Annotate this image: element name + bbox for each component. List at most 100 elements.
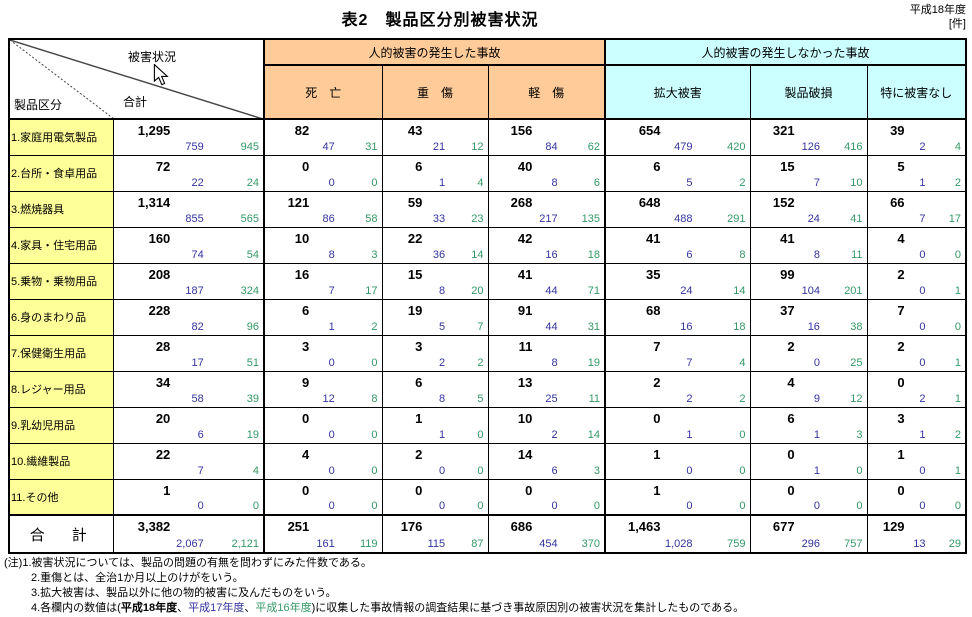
value-h16: 2 [477,356,484,369]
value-h17: 8 [551,176,558,189]
value-h16: 2 [954,428,961,441]
value-h16: 420 [727,140,746,153]
prior-year-values: 187 324 [114,285,259,298]
prior-year-values: 22 24 [114,176,259,190]
table-row: 11.その他 1 0 0 0 0 0 0 0 0 0 0 0 1 0 0 0 0 0 0 0 0 [8,478,967,516]
value-h18: 13 [517,374,533,390]
value-h16: 291 [727,212,746,225]
value-h18: 15 [407,266,423,282]
data-cell: 4 9 12 [749,370,868,408]
value-h16: 17 [365,284,378,297]
prior-year-values: 115 87 [383,538,484,551]
data-cell: 91 44 31 [487,298,606,336]
value-h17: 16 [545,248,558,261]
value-h17: 1,028 [664,538,693,550]
value-h18: 228 [148,302,171,318]
value-h18: 28 [155,338,171,354]
prior-year-values: 126 416 [751,141,863,154]
data-cell: 72 22 24 [112,154,265,192]
prior-year-values: 7 17 [266,284,378,298]
value-h17: 2 [919,392,926,405]
value-h17: 0 [197,500,204,512]
value-h17: 2 [919,140,926,153]
value-h17: 7 [686,356,693,369]
footnote-4-text: )に収集した事故情報の調査結果に基づき事故原因別の被害状況を集計したものである。 [311,602,745,614]
prior-year-values: 1,028 759 [607,538,746,551]
value-h17: 0 [686,464,693,477]
value-h18: 20 [155,410,171,426]
value-h17: 0 [551,500,558,512]
value-h18: 3 [897,410,905,426]
value-h17: 1 [686,428,693,441]
value-h16: 4 [252,464,259,477]
total-row: 合 計 3,382 2,067 2,121 251 161 119 176 115 87 686 45… [8,514,967,554]
data-cell: 41 8 11 [749,226,868,264]
value-h17: 36 [432,248,446,261]
prior-year-values: 104 201 [751,285,863,298]
value-h18: 41 [780,230,795,246]
value-h16: 12 [850,392,863,405]
value-h17: 1 [813,464,820,477]
row-label: 2.台所・食卓用品 [8,154,114,192]
damage-status-table: 被害状況 合計 製品区分 人的被害の発生した事故 人的被害の発生しなかった事故 … [8,38,967,554]
data-cell: 15 7 10 [749,154,868,192]
value-h16: 24 [246,176,259,189]
value-h18: 3,382 [137,519,171,534]
value-h18: 0 [897,482,905,498]
data-cell: 156 84 62 [487,118,606,156]
data-cell: 22 7 4 [112,442,265,480]
value-h17: 296 [801,538,820,550]
value-h16: 0 [739,428,746,441]
value-h18: 16 [294,266,310,282]
prior-year-values: 2,067 2,121 [114,538,259,551]
value-h16: 135 [581,212,600,225]
group-header-no-injury-accidents: 人的被害の発生しなかった事故 [604,38,967,66]
value-h17: 217 [539,212,558,225]
value-h17: 2 [551,428,558,441]
value-h16: 8 [739,248,746,261]
data-cell: 3,382 2,067 2,121 [112,514,265,554]
row-label: 11.その他 [8,478,114,516]
data-cell: 41 6 8 [604,226,751,264]
value-h17: 7 [197,464,204,477]
value-h18: 34 [155,374,171,390]
value-h17: 44 [545,320,558,333]
value-h16: 58 [365,212,378,225]
data-cell: 686 454 370 [487,514,606,554]
data-cell: 121 86 58 [263,190,383,228]
data-cell: 19 5 7 [381,298,489,336]
table-row: 1.家庭用電気製品 1,295 759 945 82 47 31 43 21 12 156 84 62 6… [8,118,967,156]
value-h17: 44 [545,284,558,297]
prior-year-values: 454 370 [489,538,600,551]
value-h17: 6 [551,464,558,477]
data-cell: 321 126 416 [749,118,868,156]
value-h18: 59 [407,194,423,210]
footnote-4: 4.各欄内の数値は(平成18年度、平成17年度、平成16年度)に収集した事故情報… [4,601,744,616]
data-cell: 42 16 18 [487,226,606,264]
value-h16: 0 [371,428,378,441]
prior-year-values: 6 19 [114,429,259,442]
page-title: 表2 製品区分別被害状況 [341,12,539,29]
value-h18: 68 [646,302,661,318]
value-h17: 0 [813,356,820,369]
value-h17: 8 [813,248,820,261]
data-cell: 35 24 14 [604,262,751,300]
data-cell: 228 82 96 [112,298,265,336]
value-h18: 22 [407,230,423,246]
table-row: 2.台所・食卓用品 72 22 24 0 0 0 6 1 4 40 8 6 6 5 2 15 7 10 5 1 2 [8,154,967,192]
value-h18: 72 [155,158,171,174]
value-h17: 0 [328,464,335,477]
